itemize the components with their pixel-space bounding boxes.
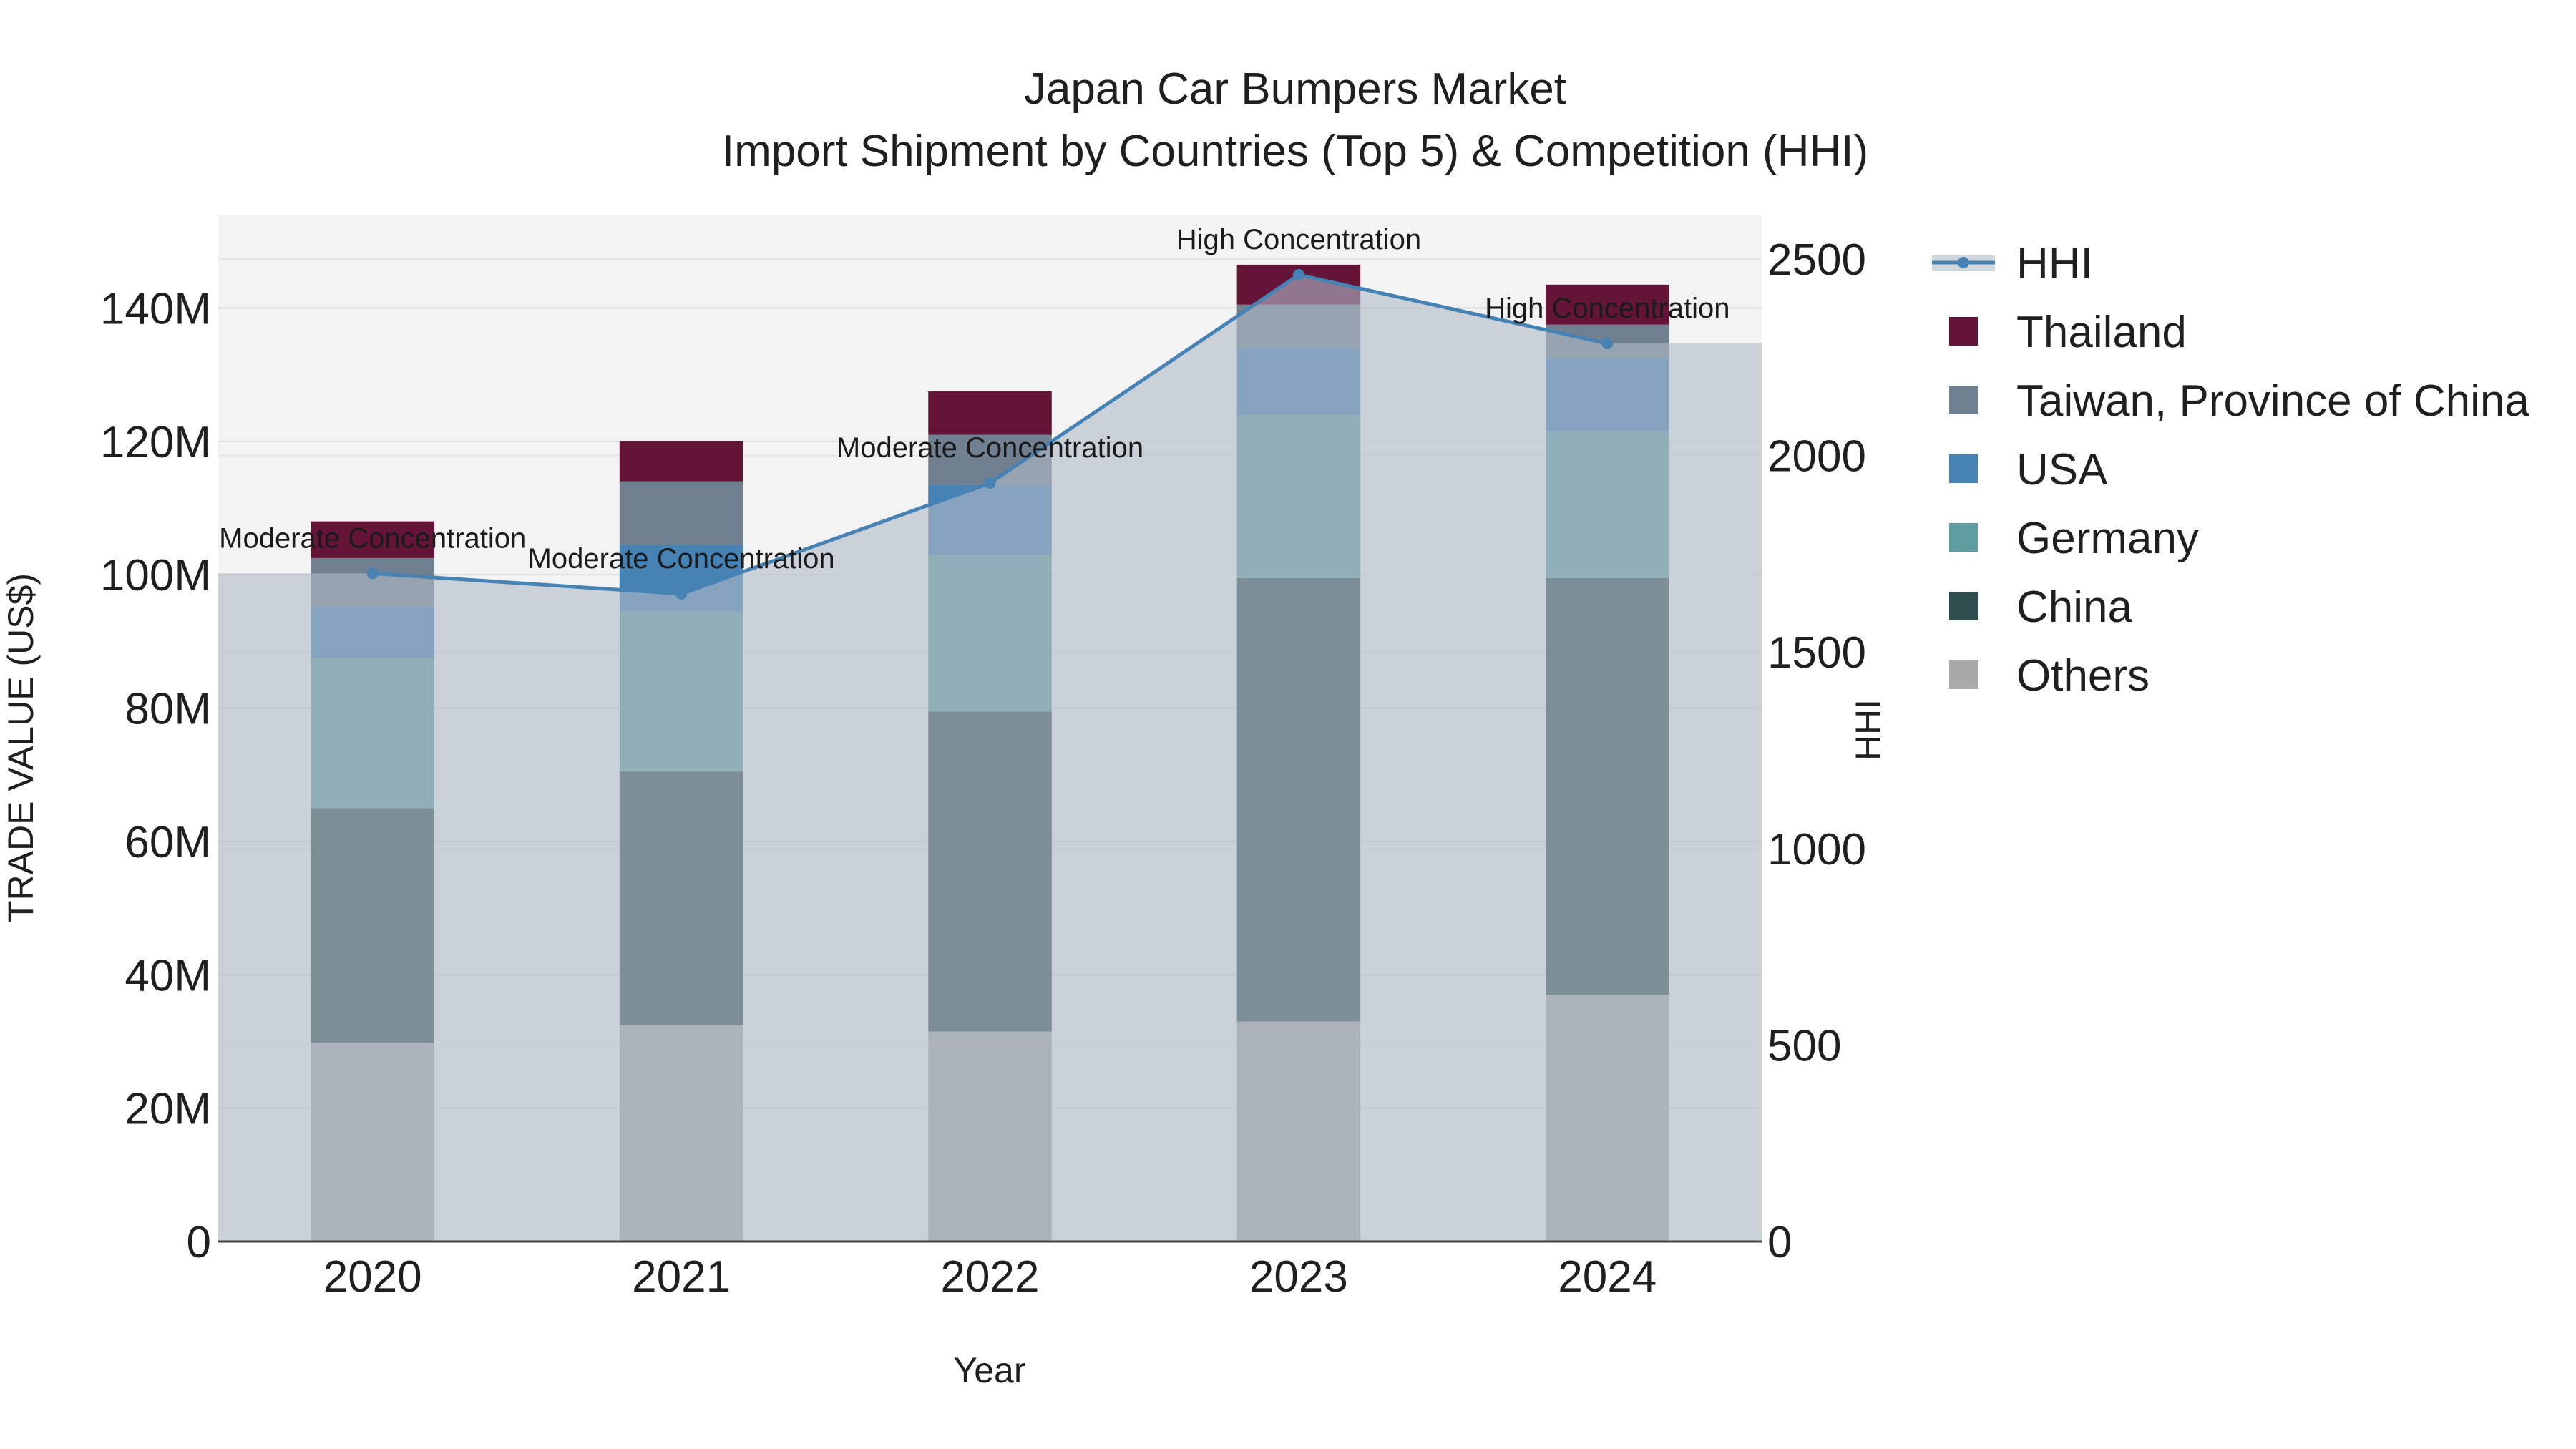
y2-tick-label: 2000 [1767,432,1866,482]
y-tick-label: 40M [125,951,211,1000]
legend-item-others[interactable]: Others [1949,651,2150,701]
hhi-point-2023[interactable] [1292,269,1304,281]
hhi-point-2020[interactable] [366,567,379,580]
legend[interactable]: HHI Thailand Taiwan, Province of China USA G… [1932,239,2529,701]
legend-swatch-germany [1949,523,1978,552]
legend-label-usa: USA [2016,445,2108,494]
y-tick-label: 60M [125,818,211,867]
legend-item-thailand[interactable]: Thailand [1949,308,2187,357]
hhi-layer [218,269,1762,1241]
legend-item-hhi[interactable]: HHI [1932,239,2093,288]
y-axis-title: TRADE VALUE (US$) [1,573,41,922]
chart-title: Japan Car Bumpers Market [1024,64,1566,114]
x-tick-label-2020: 2020 [323,1252,422,1302]
y2-tick-label: 1500 [1767,628,1866,678]
bar-thailand-2022[interactable] [928,391,1052,435]
y-tick-label: 20M [125,1085,211,1134]
chart-subtitle: Import Shipment by Countries (Top 5) & C… [722,127,1868,176]
legend-label-germany: Germany [2016,514,2199,563]
hhi-annotation-2023: High Concentration [1176,224,1421,255]
legend-swatch-china [1949,592,1978,620]
y-tick-label: 80M [125,685,211,734]
axes: 0 20M 40M 60M 80M 100M 120M 140M 0 500 1000 1500 200… [100,235,1866,1302]
y-tick-label: 120M [100,418,211,467]
hhi-point-2024[interactable] [1601,338,1614,350]
legend-label-china: China [2016,582,2133,632]
x-tick-label-2021: 2021 [632,1252,731,1302]
hhi-annotation-2020: Moderate Concentration [219,522,526,554]
y-tick-label: 0 [187,1218,211,1267]
x-tick-label-2023: 2023 [1249,1252,1348,1302]
legend-swatch-taiwan-province-of-china [1949,386,1978,414]
y2-tick-label: 500 [1767,1021,1841,1070]
bar-thailand-2021[interactable] [619,441,743,482]
legend-label-taiwan-province-of-china: Taiwan, Province of China [2016,376,2529,426]
y-tick-label: 100M [100,551,211,600]
x-axis-title: Year [953,1350,1025,1390]
bar-thailand-2020[interactable] [311,521,434,558]
bar-taiwan-province-of-china-2021[interactable] [619,481,743,545]
hhi-area [218,275,1762,1241]
legend-label-thailand: Thailand [2016,308,2187,357]
y2-tick-label: 0 [1767,1218,1792,1267]
y-tick-label: 140M [100,284,211,333]
y2-tick-label: 1000 [1767,825,1866,874]
legend-item-china[interactable]: China [1949,582,2133,632]
hhi-annotation-2024: High Concentration [1485,293,1729,324]
hhi-annotation-2022: Moderate Concentration [836,432,1143,464]
y2-axis-title: HHI [1848,699,1888,761]
legend-swatch-hhi-marker [1958,257,1969,268]
y2-tick-label: 2500 [1767,235,1866,285]
hhi-annotation-2021: Moderate Concentration [528,543,835,575]
legend-swatch-thailand [1949,317,1978,346]
legend-item-usa[interactable]: USA [1949,445,2108,494]
hhi-point-2022[interactable] [984,477,996,489]
hhi-point-2021[interactable] [675,587,688,600]
legend-label-hhi: HHI [2016,239,2093,288]
x-tick-label-2024: 2024 [1558,1252,1657,1302]
bar-thailand-2024[interactable] [1546,284,1669,325]
legend-swatch-usa [1949,454,1978,483]
legend-label-others: Others [2016,651,2150,701]
legend-item-germany[interactable]: Germany [1949,514,2199,563]
legend-item-taiwan-province-of-china[interactable]: Taiwan, Province of China [1949,376,2529,426]
legend-swatch-others [1949,660,1978,689]
x-tick-label-2022: 2022 [941,1252,1040,1302]
